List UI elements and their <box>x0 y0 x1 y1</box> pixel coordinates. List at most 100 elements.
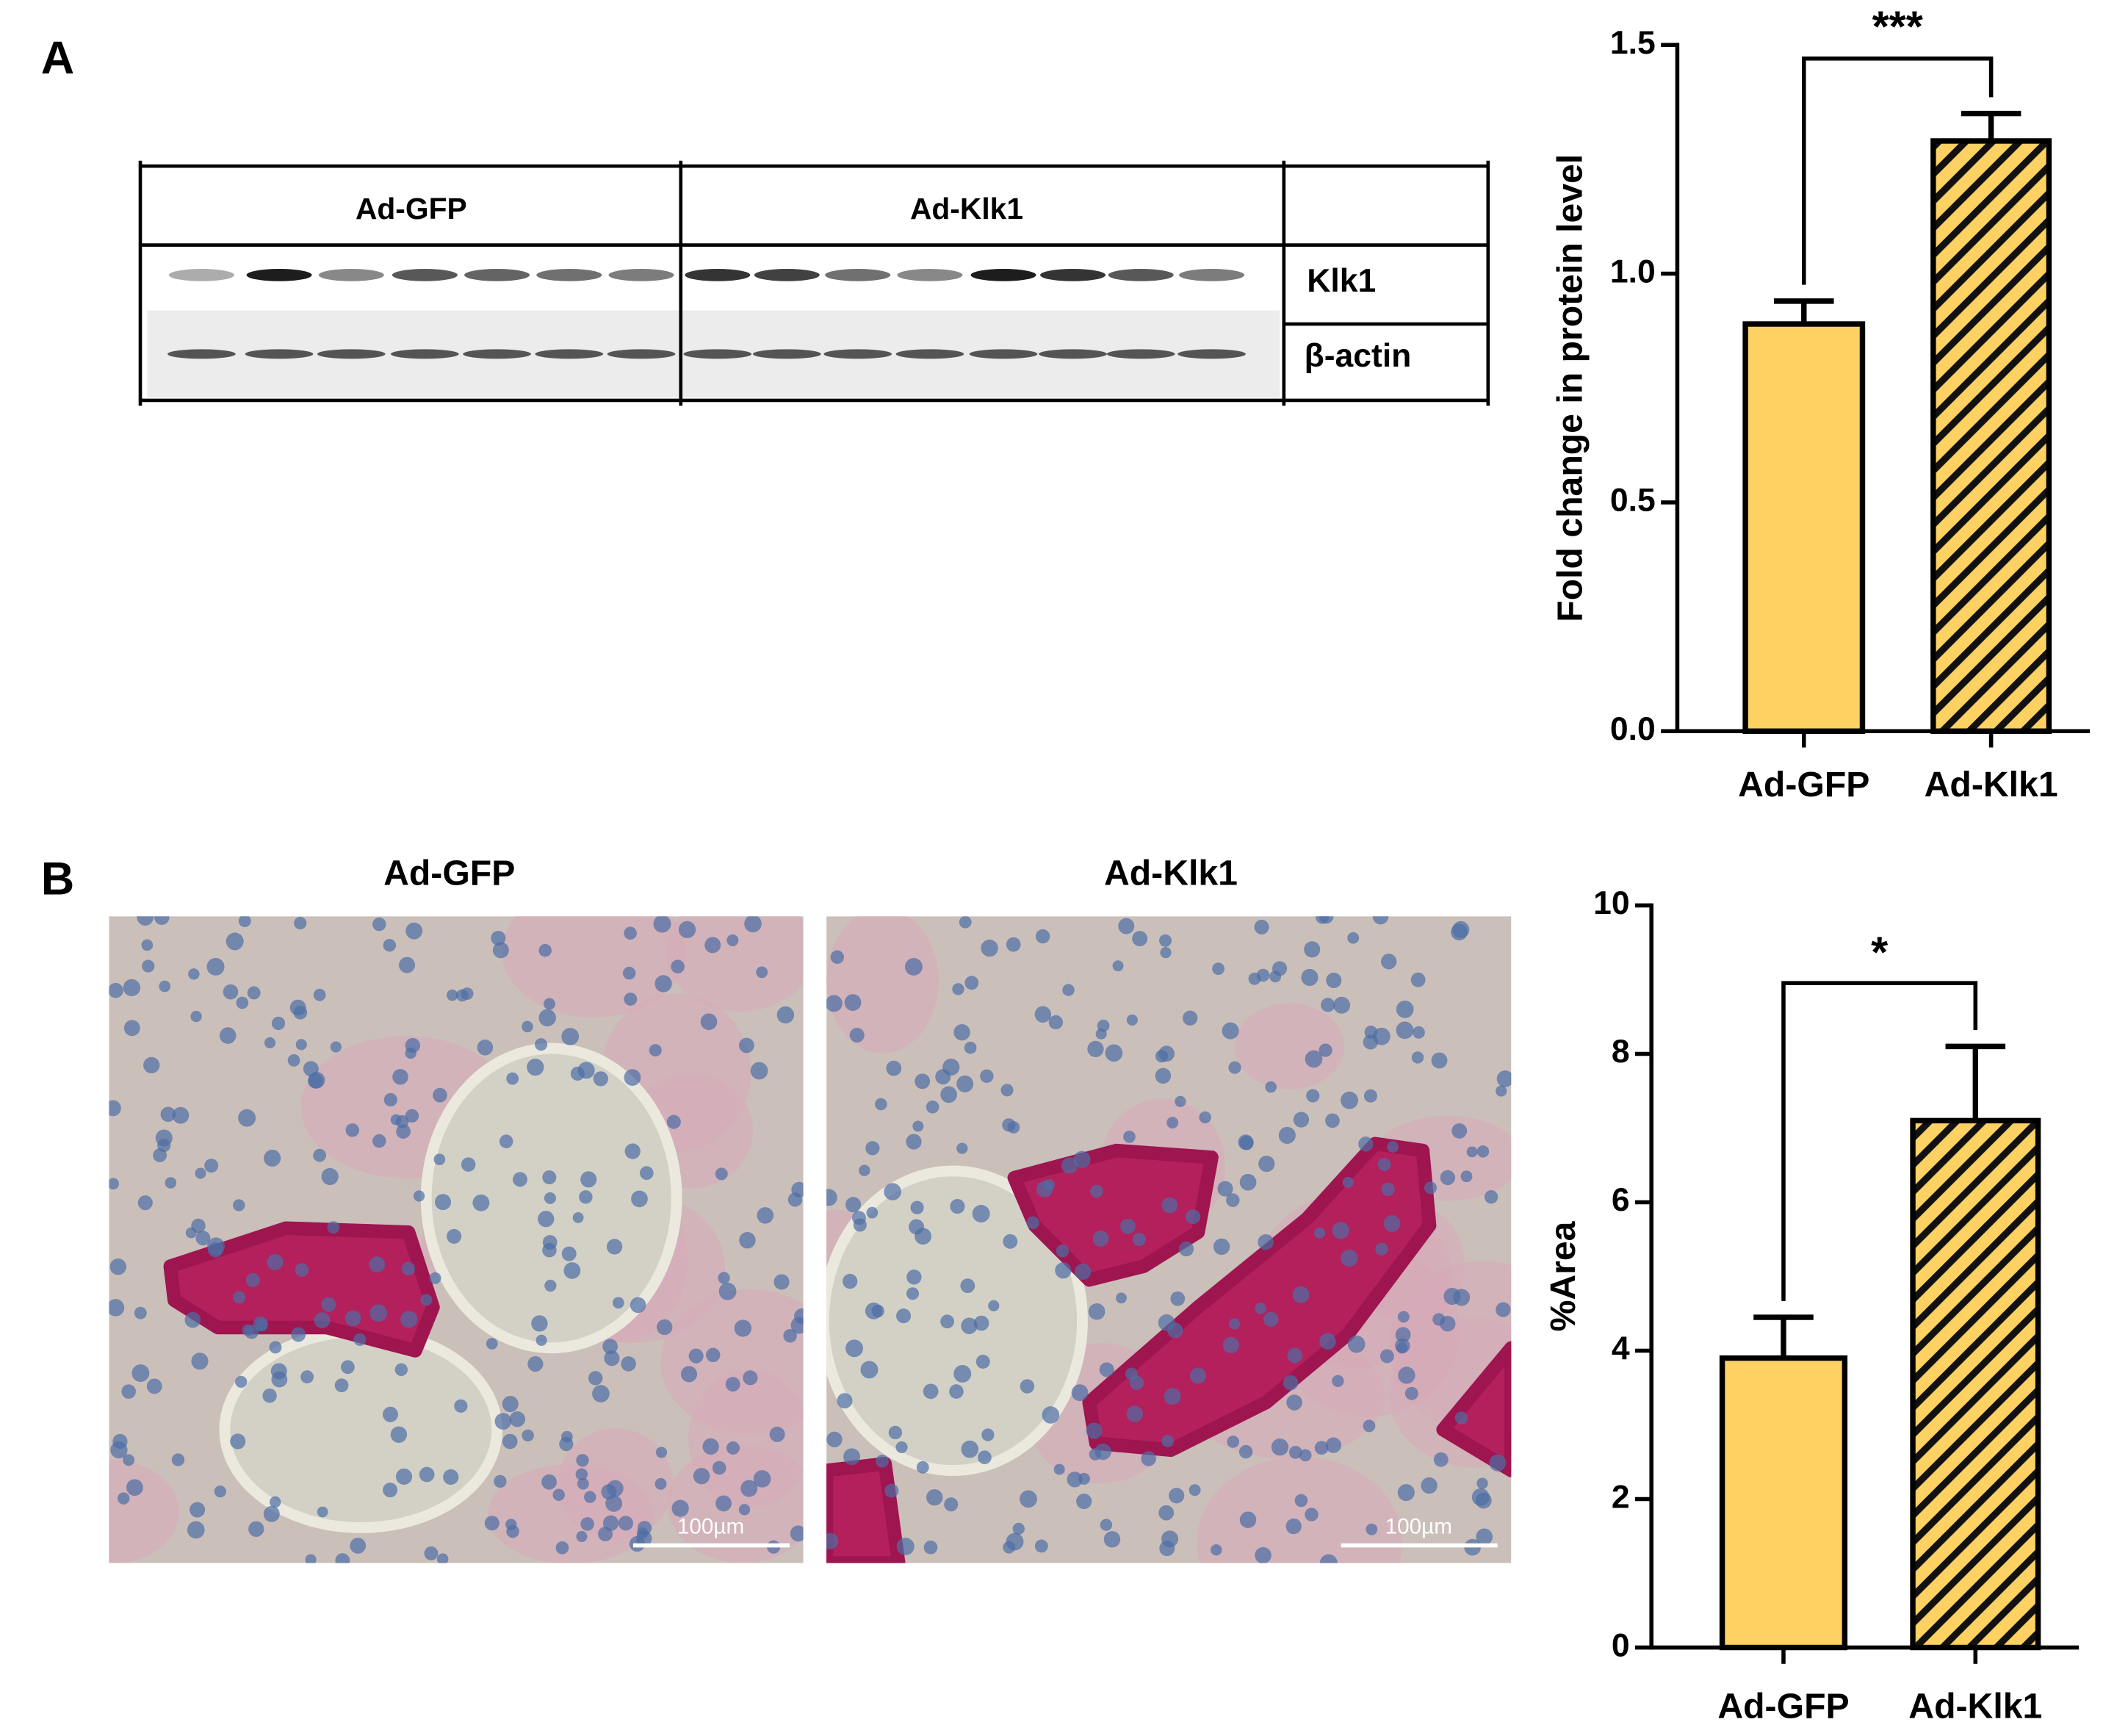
nucleus <box>191 1218 206 1233</box>
nucleus <box>141 939 154 951</box>
nucleus <box>295 1263 309 1277</box>
nucleus <box>400 1311 418 1328</box>
nucleus <box>726 1441 740 1455</box>
nucleus <box>950 1199 965 1214</box>
significance-bracket <box>1802 56 1994 285</box>
nucleus <box>671 959 685 974</box>
scale-bar-label: 100µm <box>1385 1514 1452 1538</box>
nucleus <box>910 1200 924 1214</box>
nucleus <box>1126 1014 1138 1026</box>
nucleus <box>233 1291 246 1304</box>
nucleus <box>1287 1347 1303 1364</box>
nucleus <box>1155 1049 1169 1063</box>
nucleus <box>726 934 739 946</box>
blot-group-label: Ad-GFP <box>356 192 467 226</box>
nucleus <box>544 1192 556 1204</box>
nucleus <box>1248 972 1261 985</box>
nucleus <box>313 988 326 1001</box>
nucleus <box>926 1101 939 1114</box>
nucleus <box>826 1189 837 1206</box>
blot-band <box>895 349 964 359</box>
nucleus <box>1460 1170 1473 1183</box>
nucleus <box>826 1532 839 1549</box>
nucleus <box>1363 1419 1376 1433</box>
nucleus <box>715 1167 728 1181</box>
nucleus <box>109 1299 125 1317</box>
nucleus <box>436 1553 449 1563</box>
nucleus <box>561 1246 577 1261</box>
nucleus <box>1161 1434 1175 1447</box>
blot-group-label: Ad-Klk1 <box>910 192 1023 226</box>
nucleus <box>109 982 123 998</box>
blot-band <box>535 349 604 359</box>
nucleus <box>1333 996 1351 1014</box>
nucleus <box>960 1278 975 1294</box>
nucleus <box>704 937 721 954</box>
nucleus <box>369 1304 388 1322</box>
nucleus <box>531 1315 548 1332</box>
blot-band <box>683 349 752 359</box>
nucleus <box>245 1272 261 1287</box>
nucleus <box>886 1060 902 1076</box>
significance-label: * <box>1871 928 1889 977</box>
blot-row-label: Klk1 <box>1307 263 1376 299</box>
nucleus <box>271 1371 288 1388</box>
nucleus <box>639 1166 654 1181</box>
nucleus <box>184 1311 201 1328</box>
nucleus <box>1158 1314 1175 1331</box>
nucleus <box>830 950 845 964</box>
nucleus <box>334 1378 349 1393</box>
nucleus <box>1034 1006 1052 1023</box>
nucleus <box>1377 1158 1391 1171</box>
nucleus <box>865 1141 880 1156</box>
nucleus <box>866 1206 879 1219</box>
nucleus <box>1285 1518 1302 1535</box>
nucleus <box>1325 1113 1340 1128</box>
nucleus <box>204 1159 219 1173</box>
nucleus <box>1283 1375 1299 1391</box>
nucleus <box>773 1274 790 1290</box>
nucleus <box>712 1461 726 1475</box>
nucleus <box>1239 1173 1257 1191</box>
nucleus <box>1074 1263 1092 1281</box>
nucleus <box>1316 916 1330 924</box>
nucleus <box>896 1308 912 1324</box>
nucleus <box>860 1361 879 1379</box>
nucleus <box>1003 1541 1016 1554</box>
nucleus <box>1431 1052 1448 1069</box>
y-tick-label: 10 <box>1593 885 1629 921</box>
nucleus <box>1286 1394 1302 1411</box>
nucleus <box>235 1375 248 1389</box>
nucleus <box>1271 1438 1289 1456</box>
nucleus <box>1299 1449 1312 1462</box>
nucleus <box>383 939 397 952</box>
nucleus <box>1292 1286 1310 1303</box>
nucleus <box>1347 1335 1366 1353</box>
nucleus <box>1159 934 1172 947</box>
nucleus <box>484 1516 499 1531</box>
y-axis-label: %Area <box>1543 1220 1583 1331</box>
nucleus <box>1086 1422 1103 1439</box>
nucleus <box>405 922 423 940</box>
nucleus <box>875 1098 887 1111</box>
nucleus <box>1476 1145 1490 1158</box>
nucleus <box>740 1480 758 1497</box>
nucleus <box>134 1306 147 1319</box>
nucleus <box>1161 1197 1178 1214</box>
nucleus <box>1088 1303 1106 1320</box>
nucleus <box>612 1297 624 1309</box>
nucleus <box>1397 1484 1415 1502</box>
nucleus <box>1319 1554 1338 1563</box>
nucleus <box>654 975 672 993</box>
nucleus <box>1383 1215 1401 1232</box>
nucleus <box>1411 1051 1424 1064</box>
panel-label: B <box>41 854 75 905</box>
nucleus <box>576 1530 588 1542</box>
nucleus <box>956 1142 968 1154</box>
nucleus <box>738 1504 751 1516</box>
nucleus <box>1433 1452 1449 1467</box>
nucleus <box>756 966 768 979</box>
nucleus <box>706 1347 721 1363</box>
x-tick-label: Ad-GFP <box>1738 765 1869 804</box>
